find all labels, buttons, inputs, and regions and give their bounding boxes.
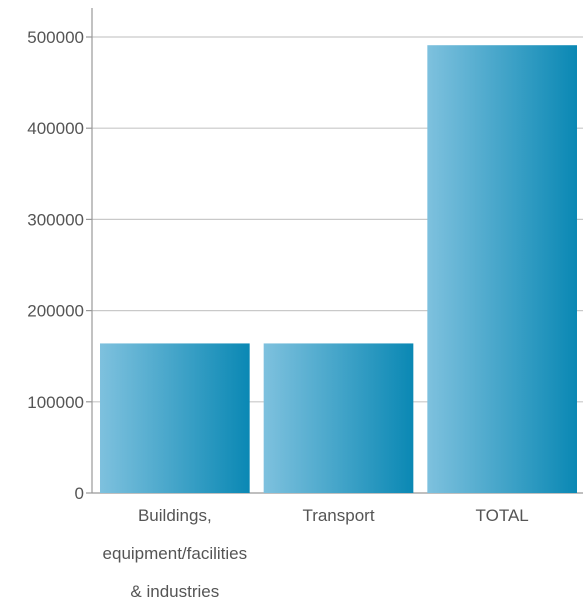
x-category-label: Transport bbox=[302, 506, 374, 525]
y-tick-label: 500000 bbox=[27, 28, 84, 47]
y-axis-tick-labels: 0 100000 200000 300000 400000 500000 bbox=[27, 28, 84, 503]
bar bbox=[427, 45, 577, 493]
x-category-label: Buildings, bbox=[138, 506, 212, 525]
bars bbox=[100, 45, 577, 493]
y-tick-label: 0 bbox=[75, 484, 84, 503]
y-tick-label: 400000 bbox=[27, 119, 84, 138]
x-category-label: & industries bbox=[130, 582, 219, 601]
y-tick-label: 100000 bbox=[27, 393, 84, 412]
bar bbox=[100, 343, 250, 493]
y-tick-label: 200000 bbox=[27, 302, 84, 321]
category-labels: Buildings, equipment/facilities & industri… bbox=[103, 506, 529, 601]
x-category-label: equipment/facilities bbox=[103, 544, 248, 563]
x-category-label: TOTAL bbox=[476, 506, 529, 525]
y-tick-label: 300000 bbox=[27, 210, 84, 229]
bar bbox=[263, 343, 414, 493]
